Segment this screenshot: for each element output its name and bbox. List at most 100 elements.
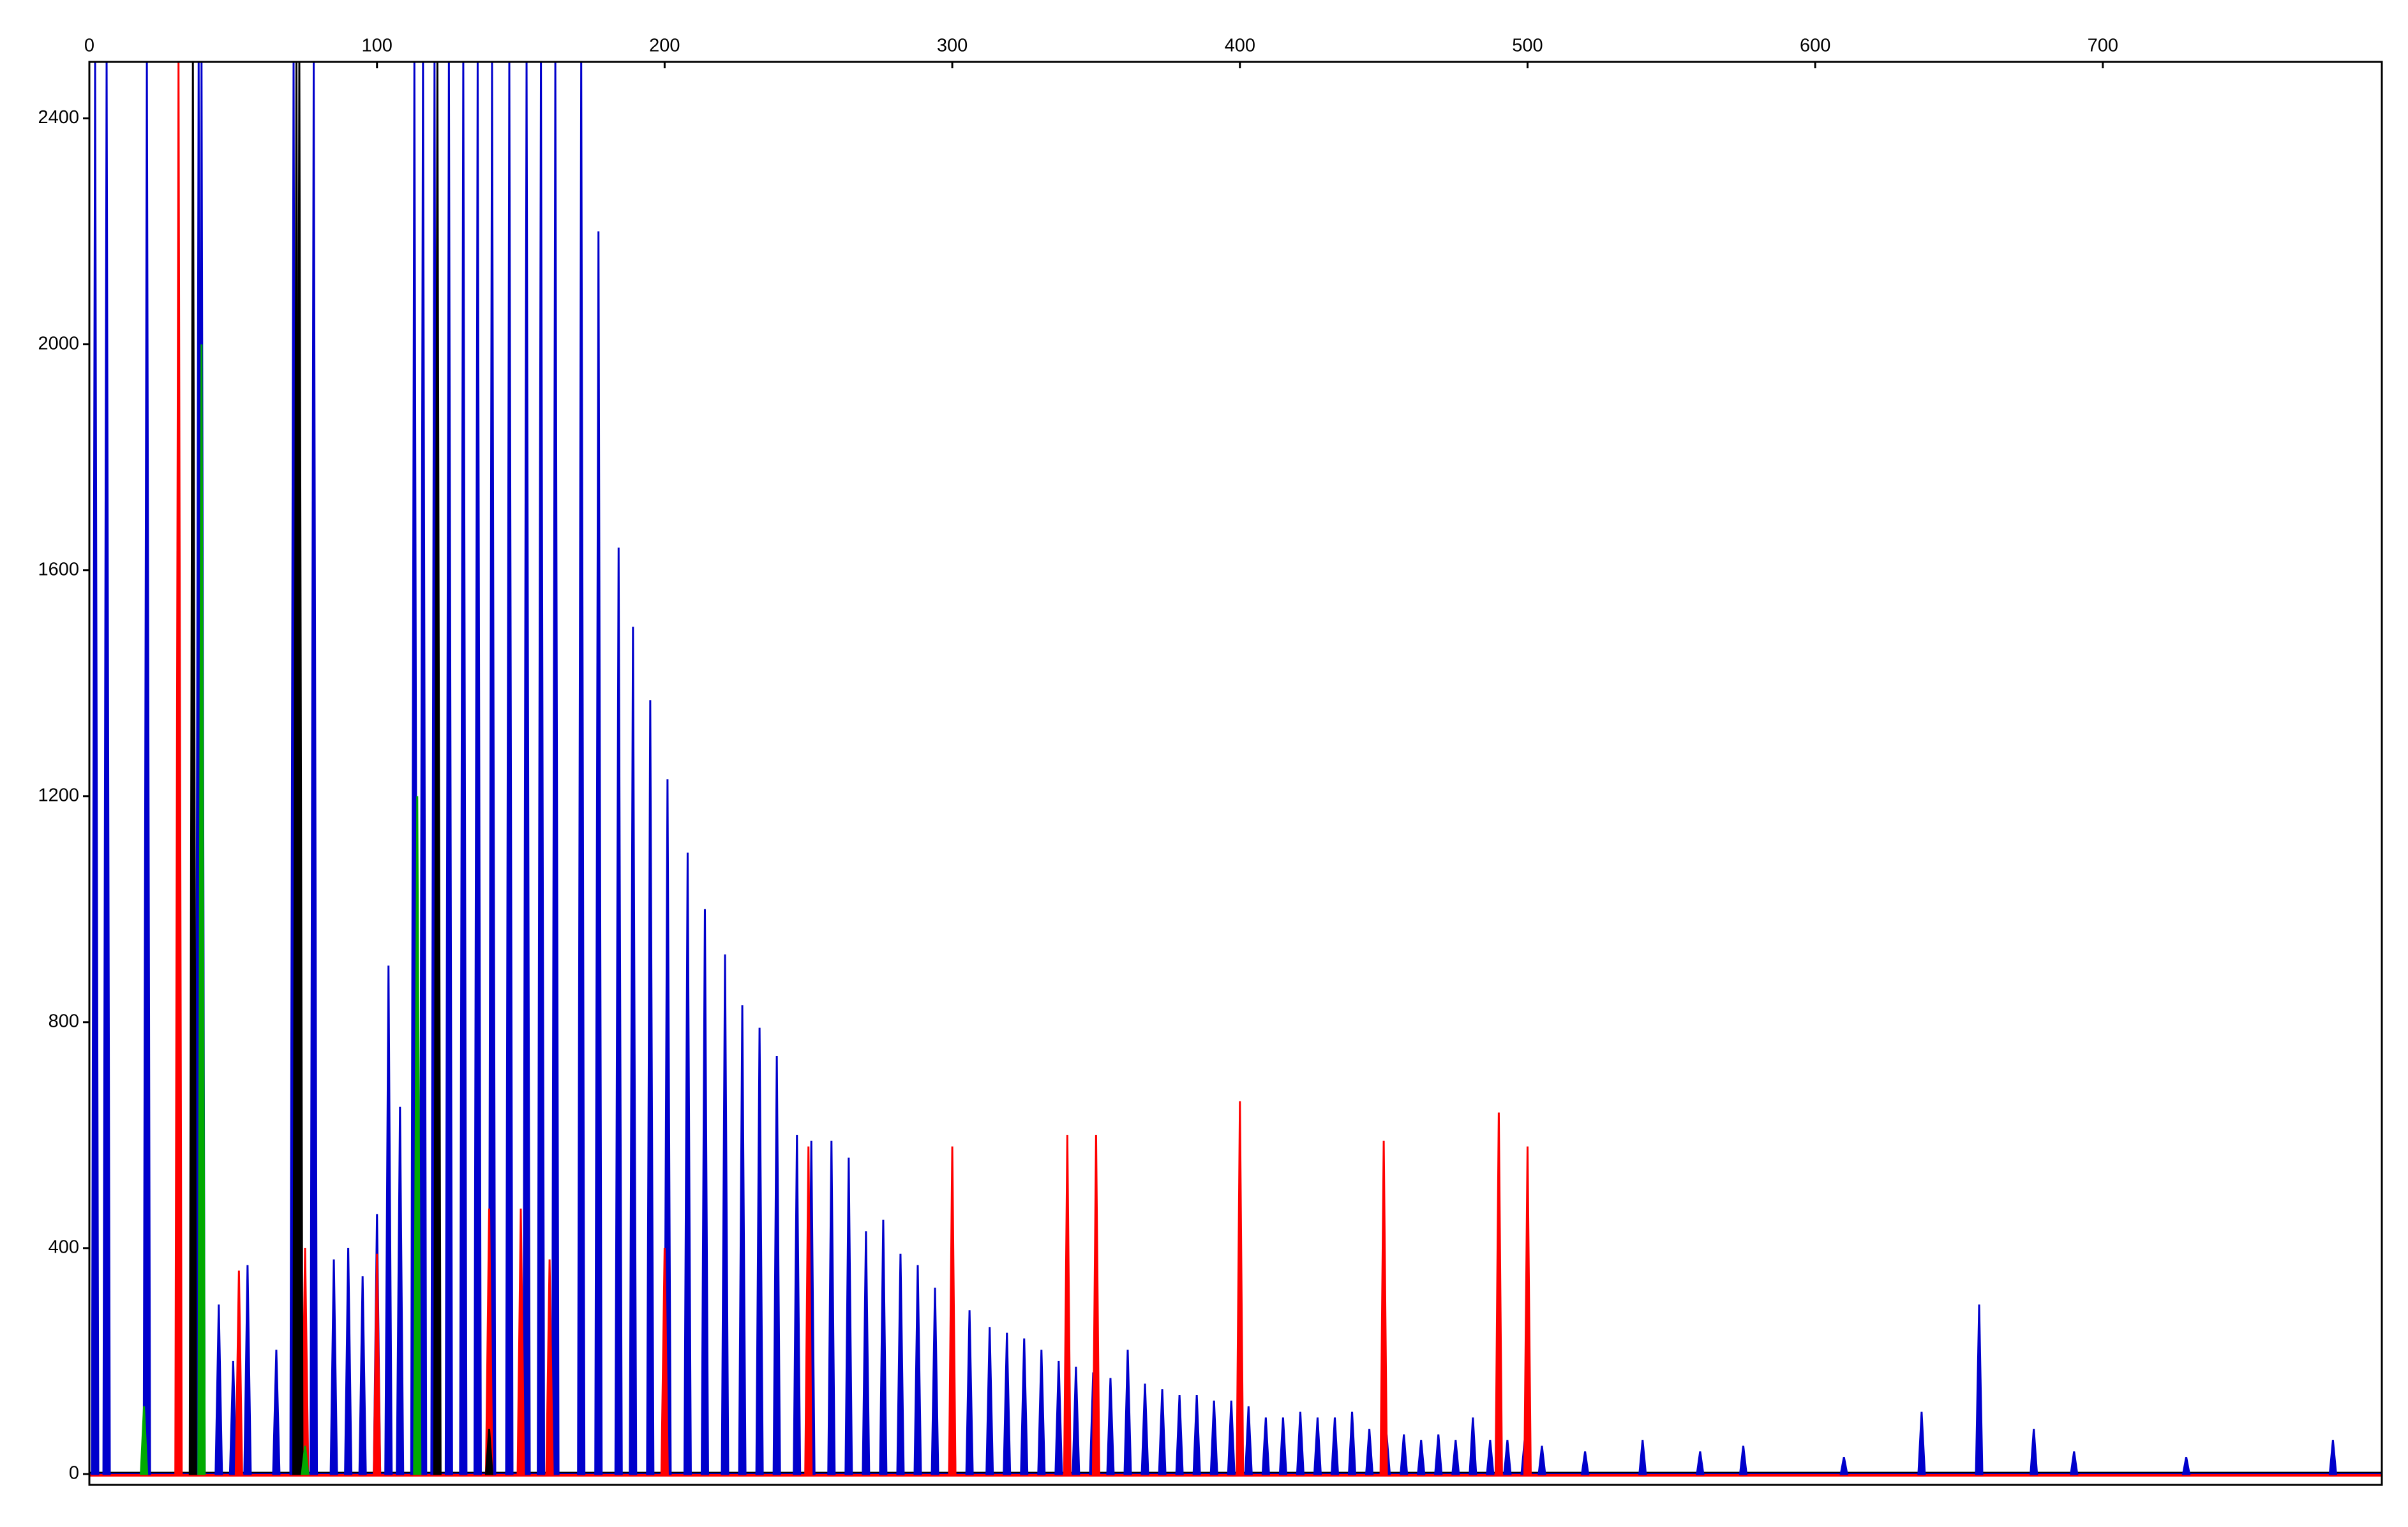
- peak: [1739, 1445, 1748, 1475]
- peak: [1400, 1434, 1409, 1475]
- peak: [793, 1135, 802, 1475]
- peak: [301, 1445, 310, 1475]
- peak: [243, 1265, 252, 1475]
- peak: [629, 627, 638, 1475]
- peak: [1063, 1135, 1072, 1475]
- peak: [433, 62, 442, 1475]
- peak: [913, 1265, 922, 1475]
- peak: [1469, 1417, 1477, 1475]
- peak: [228, 1360, 237, 1475]
- x-tick-label: 500: [1512, 36, 1543, 56]
- peak: [827, 1140, 836, 1475]
- peak: [931, 1287, 939, 1475]
- peak: [2070, 1451, 2079, 1475]
- peak: [174, 62, 183, 1475]
- peak: [738, 1005, 747, 1475]
- peak: [1020, 1338, 1029, 1475]
- y-tick-label: 2400: [38, 107, 79, 128]
- peak: [614, 547, 623, 1475]
- peak: [310, 62, 318, 1475]
- peak: [1434, 1434, 1443, 1475]
- y-tick-label: 400: [49, 1237, 79, 1258]
- peak: [1037, 1350, 1046, 1475]
- y-tick-label: 2000: [38, 333, 79, 354]
- peak: [660, 1248, 669, 1475]
- peak: [755, 1027, 764, 1475]
- peak: [91, 62, 100, 1475]
- x-tick-label: 300: [937, 36, 968, 56]
- peak: [1494, 1112, 1503, 1475]
- peak: [1313, 1417, 1322, 1475]
- peak: [1296, 1412, 1305, 1475]
- peak: [537, 62, 546, 1475]
- peak: [1236, 1101, 1245, 1475]
- peak: [234, 1270, 243, 1475]
- x-tick-label: 700: [2088, 36, 2118, 56]
- peak: [1244, 1406, 1253, 1475]
- peak: [1192, 1395, 1201, 1475]
- y-tick-label: 0: [69, 1463, 79, 1484]
- peak: [2328, 1440, 2338, 1475]
- peak: [1486, 1440, 1495, 1475]
- peak: [2030, 1429, 2038, 1475]
- peak: [522, 62, 531, 1475]
- peak: [594, 231, 603, 1475]
- peak: [505, 62, 514, 1475]
- peak: [1054, 1360, 1063, 1475]
- peak: [985, 1327, 994, 1475]
- plot-frame: [88, 61, 2383, 1486]
- x-tick-label: 600: [1800, 36, 1830, 56]
- peak: [1003, 1332, 1012, 1475]
- peak: [896, 1253, 905, 1475]
- peak: [1278, 1417, 1287, 1475]
- peak: [473, 62, 482, 1475]
- peak: [484, 1429, 494, 1475]
- peak: [1917, 1412, 1926, 1475]
- peak: [965, 1310, 974, 1475]
- peak: [459, 62, 468, 1475]
- peak: [844, 1158, 853, 1475]
- peak: [683, 853, 692, 1475]
- peak: [1123, 1350, 1132, 1475]
- peak: [1696, 1451, 1705, 1475]
- peak: [295, 62, 304, 1475]
- peak: [1209, 1400, 1218, 1475]
- peak: [577, 62, 586, 1475]
- peak: [1330, 1417, 1340, 1475]
- peak: [721, 954, 729, 1475]
- peak: [1347, 1412, 1357, 1475]
- y-tick-label: 1600: [38, 559, 79, 579]
- peak: [1580, 1451, 1590, 1475]
- peak: [188, 62, 197, 1475]
- peak: [1227, 1400, 1236, 1475]
- peak: [1091, 1135, 1100, 1475]
- peak: [444, 62, 453, 1475]
- peak: [272, 1350, 281, 1475]
- peak: [1417, 1440, 1426, 1475]
- peak: [384, 965, 393, 1475]
- peak: [102, 62, 111, 1475]
- peak: [373, 1253, 382, 1475]
- peak: [413, 796, 422, 1475]
- peak: [700, 909, 709, 1475]
- peak: [516, 1208, 525, 1475]
- peak: [646, 700, 655, 1475]
- peak: [1503, 1440, 1512, 1475]
- peak: [1451, 1440, 1460, 1475]
- peak: [1261, 1417, 1270, 1475]
- x-tick-label: 100: [361, 36, 392, 56]
- peak: [804, 1146, 813, 1475]
- peak: [1158, 1389, 1167, 1475]
- y-tick-label: 800: [49, 1011, 79, 1031]
- peak: [1106, 1378, 1115, 1475]
- peak: [948, 1146, 957, 1475]
- peak: [1523, 1146, 1532, 1475]
- peak: [1638, 1440, 1647, 1475]
- peak: [419, 62, 428, 1475]
- x-tick-label: 200: [649, 36, 680, 56]
- x-tick-label: 0: [84, 36, 94, 56]
- peak: [551, 62, 560, 1475]
- peak: [140, 1406, 149, 1475]
